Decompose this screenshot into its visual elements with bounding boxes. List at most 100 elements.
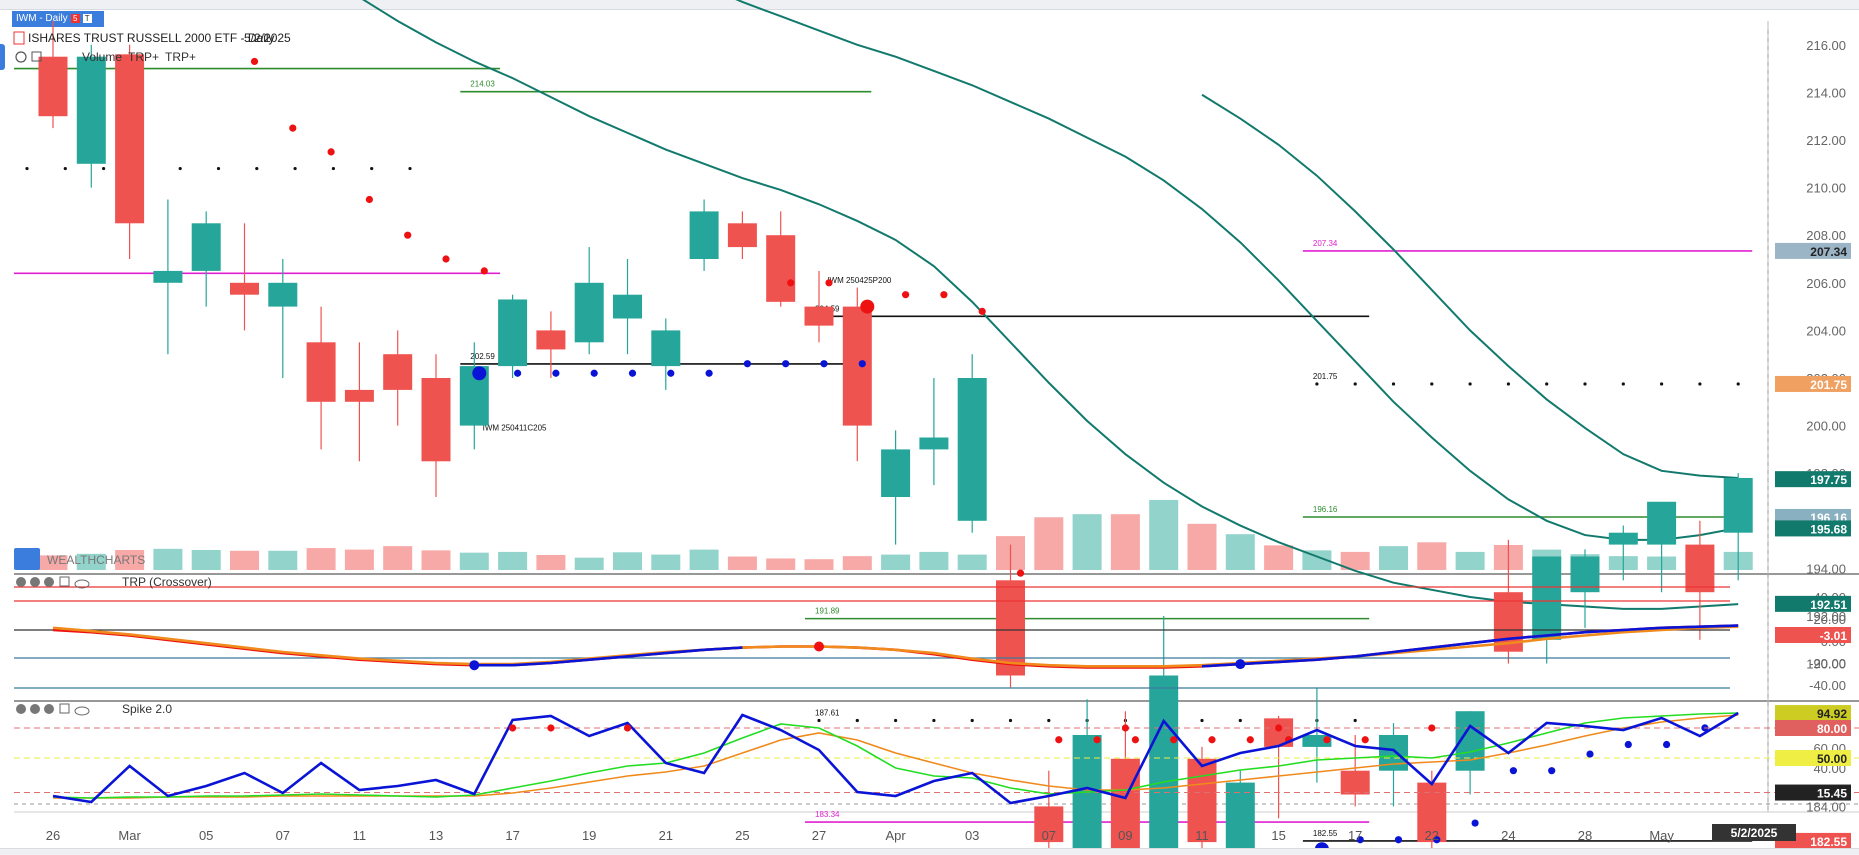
close-icon[interactable]: [44, 577, 54, 587]
level-dot: [1468, 382, 1472, 386]
level-dot: [1621, 382, 1625, 386]
svg-text:WEALTHCHARTS: WEALTHCHARTS: [47, 553, 145, 567]
level-dot: [1698, 382, 1702, 386]
chart-tab[interactable]: IWM - Daily 5 T: [12, 11, 104, 27]
symbol-bar: [0, 848, 1859, 855]
buy-signal-dot: [552, 369, 560, 377]
y-tick-label: 206.00: [1806, 276, 1846, 291]
y-tick-label: 208.00: [1806, 228, 1846, 243]
candle-body: [1034, 806, 1064, 843]
volume-bar: [230, 550, 259, 570]
y-tick-label: 210.00: [1806, 181, 1846, 196]
x-tick-label: 15: [1271, 828, 1285, 843]
candle-body: [1608, 532, 1638, 545]
sell-signal-dot: [902, 291, 910, 299]
volume-bar: [613, 552, 642, 570]
trp-indicator-label: TRP+: [128, 50, 159, 64]
candle-body: [766, 235, 796, 302]
price-tag-bg: [1775, 242, 1851, 259]
close-icon[interactable]: [44, 704, 54, 714]
collapse-icon[interactable]: [59, 576, 70, 587]
sell-signal-dot: [940, 291, 948, 299]
price-tag-label: 197.75: [1810, 473, 1847, 487]
price-tag-bg: [1775, 595, 1851, 612]
sell-signal-dot: [1170, 736, 1178, 744]
volume-bar: [498, 551, 528, 570]
level-dot: [408, 166, 412, 171]
level-label: 207.34: [1313, 239, 1338, 248]
x-tick-label: 11: [353, 828, 367, 843]
volume-bar: [115, 549, 145, 570]
candle-body: [1417, 782, 1447, 843]
x-tick-label: 09: [1118, 828, 1132, 843]
sell-signal-dot: [787, 279, 795, 287]
trp-cross-dot: [814, 641, 824, 652]
candle-body: [1187, 758, 1217, 843]
x-tick-label: 25: [735, 828, 749, 843]
volume-bar: [1417, 542, 1447, 570]
level-dot: [1430, 382, 1434, 386]
price-tag-label: 207.34: [1810, 245, 1847, 259]
candle-body: [1302, 735, 1332, 747]
x-tick-label: 11: [1195, 828, 1209, 843]
level-dot: [932, 718, 936, 723]
spike-panel-header: Spike 2.0: [16, 702, 172, 716]
volume-bar: [766, 558, 796, 570]
candlesticks: [38, 21, 1753, 854]
collapse-icon[interactable]: [31, 51, 42, 62]
x-tick-label: 21: [659, 828, 673, 843]
buy-signal-dot: [1509, 767, 1517, 775]
x-tick-label: Mar: [118, 828, 141, 843]
candle-body: [689, 211, 719, 259]
hide-icon[interactable]: [15, 51, 27, 63]
chart-header: ISHARES TRUST RUSSELL 2000 ETF - Daily 5…: [13, 31, 291, 64]
volume-bar: [919, 551, 949, 570]
eye-icon[interactable]: [74, 706, 90, 716]
collapse-icon[interactable]: [59, 703, 70, 714]
level-dot: [63, 166, 67, 171]
volume-bar: [38, 555, 68, 570]
level-label: 182.55: [1313, 829, 1338, 838]
price-tag-bg: [1775, 720, 1851, 736]
hide-icon[interactable]: [16, 704, 26, 714]
settings-icon[interactable]: [30, 577, 40, 587]
price-tag-bg: [1775, 627, 1851, 643]
spike-signal-dot: [1121, 724, 1129, 732]
candle-body: [1110, 758, 1140, 854]
sell-signal-dot: [1208, 736, 1216, 744]
spike-panel: [14, 711, 1859, 805]
price-tag-label: -3.01: [1820, 629, 1848, 643]
volume-label: Volume: [82, 50, 122, 64]
candle-body: [536, 330, 566, 350]
volume-bar: [1149, 499, 1179, 570]
x-tick-label: 22: [1425, 828, 1439, 843]
volume-bar: [421, 550, 451, 570]
candle-body: [957, 378, 987, 521]
x-tick-label: 19: [582, 828, 596, 843]
buy-signal-dot: [782, 360, 790, 368]
spike-series-line: [53, 714, 1739, 799]
candle-body: [919, 437, 949, 450]
y-tick-label: 200.00: [1806, 419, 1846, 434]
price-tag-label: 195.68: [1810, 522, 1847, 536]
volume-bar: [804, 559, 834, 570]
candle-body: [1532, 556, 1562, 640]
volume-bar: [306, 548, 336, 570]
level-dot: [1008, 718, 1013, 723]
level-dot: [1047, 718, 1051, 723]
eye-icon[interactable]: [74, 579, 90, 589]
level-dot: [216, 166, 221, 171]
tab-badge-type: T: [82, 13, 92, 23]
hide-icon[interactable]: [16, 577, 26, 587]
volume-bar: [574, 557, 604, 570]
candle-body: [421, 378, 451, 462]
candle-body: [804, 306, 834, 326]
settings-icon[interactable]: [30, 704, 40, 714]
volume-bar: [1225, 534, 1255, 570]
level-dot: [1583, 382, 1587, 386]
candle-body: [38, 56, 68, 117]
x-tick-label: 07: [276, 828, 290, 843]
volume-bar: [1302, 550, 1332, 570]
side-panel-handle[interactable]: [0, 44, 5, 70]
